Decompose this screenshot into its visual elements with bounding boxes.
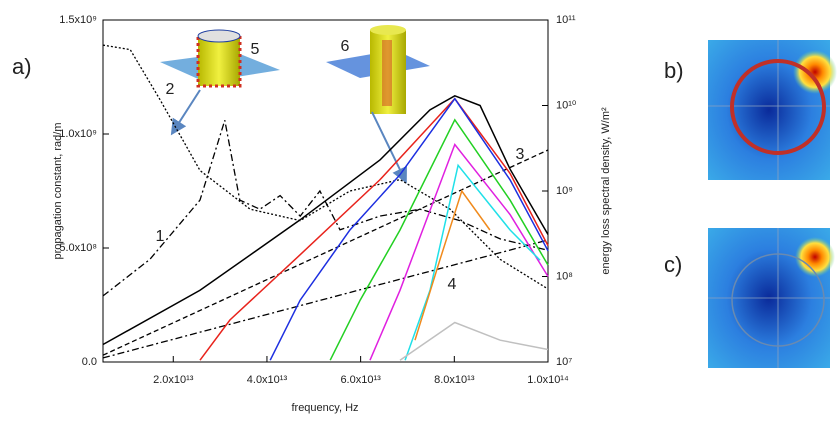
curve-label: 6 [341, 38, 350, 55]
y2-tick-label: 10¹⁰ [556, 99, 577, 111]
y-axis-label: propagation constant, rad/m [52, 123, 64, 260]
x-tick-label: 2.0x10¹³ [153, 374, 194, 386]
series-line [102, 239, 549, 359]
series-line [404, 163, 541, 361]
x-tick-label: 6.0x10¹³ [340, 374, 381, 386]
curve-label: 3 [516, 146, 525, 163]
y-tick-label: 5.0x10⁸ [59, 242, 97, 254]
y2-axis-label: energy loss spectral density, W/m² [600, 107, 612, 275]
panel-label: b) [664, 58, 684, 83]
y2-tick-label: 10⁷ [556, 356, 572, 368]
series-line [399, 321, 549, 361]
curve-label: 1 [156, 228, 165, 245]
field-map-b [708, 40, 837, 180]
plot-frame [102, 19, 549, 363]
y2-tick-label: 10⁹ [556, 185, 573, 197]
series-line [102, 94, 549, 346]
panel-label: a) [12, 54, 32, 79]
y2-tick-label: 10¹¹ [556, 14, 576, 26]
series-line [369, 142, 549, 361]
series-line [199, 97, 549, 361]
series-line [414, 189, 491, 341]
y-tick-label: 1.5x10⁹ [59, 14, 97, 26]
series-line [269, 97, 549, 361]
curve-label: 2 [166, 81, 175, 98]
curve-label: 5 [251, 41, 260, 58]
series-line [102, 120, 549, 297]
x-tick-label: 4.0x10¹³ [247, 374, 288, 386]
curve-label: 4 [448, 276, 457, 293]
inset-6 [326, 25, 430, 114]
arrow [371, 111, 407, 184]
arrow [170, 89, 201, 136]
x-tick-label: 1.0x10¹⁴ [527, 374, 569, 386]
series-line [102, 149, 549, 356]
series-line [329, 118, 549, 361]
y-tick-label: 1.0x10⁹ [59, 128, 97, 140]
y2-tick-label: 10⁸ [556, 270, 573, 282]
x-tick-label: 8.0x10¹³ [434, 374, 475, 386]
panel-label: c) [664, 252, 682, 277]
x-axis-label: frequency, Hz [291, 402, 358, 414]
inset-5 [160, 29, 280, 88]
y-tick-label: 0.0 [82, 356, 97, 368]
field-map-c [708, 228, 835, 368]
